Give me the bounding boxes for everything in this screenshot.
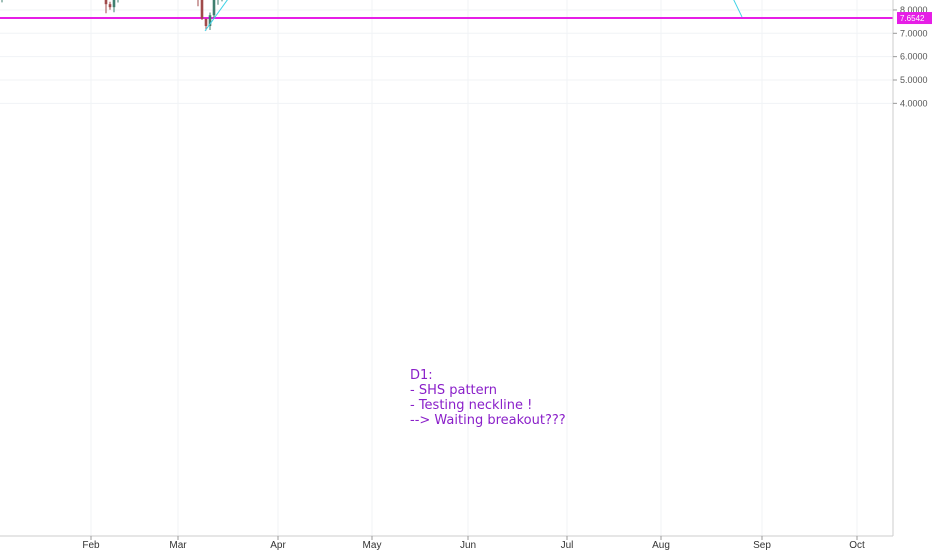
projection-line (733, 0, 743, 18)
candle-body (108, 4, 112, 8)
annotation-note: D1:- SHS pattern- Testing neckline !--> … (410, 368, 566, 428)
time-tick-label-oct: Oct (849, 540, 865, 550)
candle-body (208, 15, 212, 27)
candle-body (112, 0, 116, 8)
price-level-badges: 17.398411.795611.52817.6542 (897, 12, 932, 25)
time-tick-label-may: May (363, 540, 382, 550)
time-tick-label-jul: Jul (561, 540, 574, 550)
note-line: D1: (410, 368, 433, 383)
time-tick-label-feb: Feb (82, 540, 100, 550)
price-badge-label: 7.6542 (900, 14, 925, 23)
price-tick-label: 4.0000 (900, 98, 928, 108)
candlesticks (1, 0, 223, 31)
candle-body (200, 0, 204, 19)
time-tick-label-mar: Mar (169, 540, 187, 550)
horizontal-levels (0, 17, 893, 20)
time-tick-label-aug: Aug (652, 540, 670, 550)
time-tick-label-jun: Jun (460, 540, 476, 550)
note-line: - Testing neckline ! (410, 398, 532, 413)
note-line: - SHS pattern (410, 383, 497, 398)
candle-body (204, 18, 208, 27)
note-line: --> Waiting breakout??? (410, 413, 566, 428)
price-axis[interactable]: 4.00005.00006.00007.00008.00009.000010.0… (893, 0, 932, 108)
time-tick-label-apr: Apr (270, 540, 286, 550)
shs-pattern: Left ShoulderHeadRight Shoulder (204, 0, 743, 32)
candle-body (104, 0, 108, 5)
price-tick-label: 5.0000 (900, 75, 928, 85)
price-tick-label: 6.0000 (900, 52, 928, 62)
grid (0, 0, 893, 536)
time-axis[interactable]: Feb Mar Apr May Jun Jul Aug Sep Oct (82, 536, 865, 550)
candle-body (212, 0, 216, 16)
price-badge (897, 12, 932, 25)
price-tick-label: 8.0000 (900, 5, 928, 15)
time-tick-label-sep: Sep (753, 540, 771, 550)
price-tick-label: 7.0000 (900, 28, 928, 38)
